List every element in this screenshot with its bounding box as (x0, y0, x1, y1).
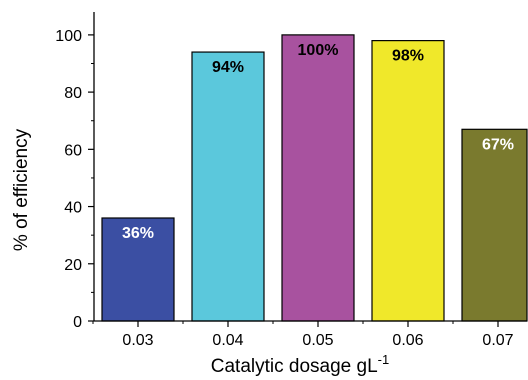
data-label-0.05: 100% (298, 42, 339, 59)
x-tick-label: 0.05 (302, 332, 333, 349)
x-tick-label: 0.04 (212, 332, 243, 349)
bar-0.06 (371, 40, 445, 322)
y-ticks-group: 0 20 40 60 80 100 (55, 28, 94, 331)
y-axis-title: % of efficiency (11, 128, 32, 251)
bar-0.05 (281, 34, 355, 322)
y-tick-label: 40 (64, 200, 82, 217)
bars-group (101, 34, 528, 322)
x-ticks-group: 0.03 0.04 0.05 0.06 0.07 (92, 321, 514, 349)
y-tick-label: 100 (55, 28, 82, 45)
x-tick-label: 0.03 (122, 332, 153, 349)
data-labels-group: 36% 94% 100% 98% 67% (122, 42, 514, 242)
data-label-0.04: 94% (212, 59, 244, 76)
data-label-0.06: 98% (392, 48, 424, 65)
y-tick-label: 80 (64, 85, 82, 102)
data-label-0.03: 36% (122, 225, 154, 242)
x-axis-title: Catalytic dosage gL-1 (211, 352, 389, 377)
x-axis-title-text: Catalytic dosage gL (211, 356, 378, 377)
bar-0.07 (461, 128, 528, 322)
y-tick-label: 60 (64, 142, 82, 159)
x-axis-title-superscript: -1 (378, 352, 390, 367)
y-tick-label: 0 (73, 314, 82, 331)
bar-0.03 (101, 217, 175, 322)
data-label-0.07: 67% (482, 136, 514, 153)
x-tick-label: 0.06 (392, 332, 423, 349)
y-tick-label: 20 (64, 257, 82, 274)
bar-0.04 (191, 51, 265, 322)
x-tick-label: 0.07 (482, 332, 513, 349)
